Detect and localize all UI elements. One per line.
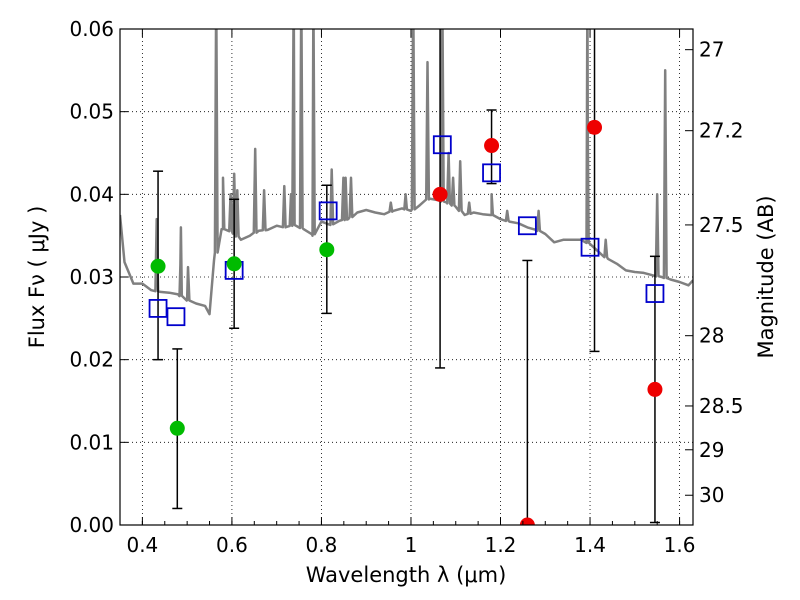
y-tick-label: 0.02: [69, 348, 114, 372]
photometry-point: [319, 242, 335, 258]
y-axis-right-label: Magnitude (AB): [754, 195, 778, 358]
photometry-point: [226, 256, 242, 272]
mag-tick-label: 29: [699, 438, 724, 462]
y-axis-label: Flux Fν ( μJy ): [25, 206, 49, 349]
plot-series: [120, 29, 693, 525]
y-tick-label: 0.05: [69, 100, 114, 124]
mag-tick-label: 28: [699, 324, 724, 348]
photometry-point: [587, 119, 603, 135]
y-tick-label: 0.06: [69, 17, 114, 41]
photometry-point: [519, 517, 535, 525]
x-tick-label: 1: [405, 533, 418, 557]
y-tick-label: 0.04: [69, 182, 114, 206]
grid: [120, 28, 693, 526]
x-tick-label: 0.4: [126, 533, 158, 557]
y-tick-label: 0.01: [69, 430, 114, 454]
mag-tick-label: 28.5: [699, 394, 744, 418]
model-square-marker: [432, 135, 452, 155]
photometry-point: [169, 420, 185, 436]
x-tick-label: 1.4: [574, 533, 606, 557]
photometry-point: [150, 258, 166, 274]
mag-tick-label: 30: [699, 483, 724, 507]
x-tick-label: 1.2: [485, 533, 517, 557]
x-tick-label: 0.8: [306, 533, 338, 557]
model-square-marker: [482, 163, 501, 183]
mag-tick-label: 27.2: [699, 119, 744, 143]
x-tick-label: 1.6: [664, 533, 696, 557]
x-tick-label: 0.6: [216, 533, 248, 557]
model-square-marker: [148, 299, 168, 318]
model-square-marker: [517, 216, 537, 236]
mag-tick-label: 27: [699, 38, 724, 62]
photometry-point: [484, 138, 500, 154]
plot-frame: [119, 28, 694, 526]
y-tick-label: 0.00: [69, 513, 114, 537]
photometry-point: [647, 381, 663, 397]
model-square-marker: [645, 284, 665, 303]
model-square-marker: [318, 201, 338, 221]
spectrum-line: [120, 29, 693, 316]
y-tick-label: 0.03: [69, 265, 114, 289]
model-square-marker: [580, 237, 600, 257]
axis-ticks: 0.4 0.6 0.8 1 1.2 1.4 1.6 0.00 0.01 0.02 0.03 0.04 0…: [69, 17, 743, 557]
model-square-marker: [166, 307, 186, 327]
photometry-point: [432, 186, 448, 202]
mag-tick-label: 27.5: [699, 213, 744, 237]
x-axis-label: Wavelength λ (μm): [306, 563, 507, 587]
